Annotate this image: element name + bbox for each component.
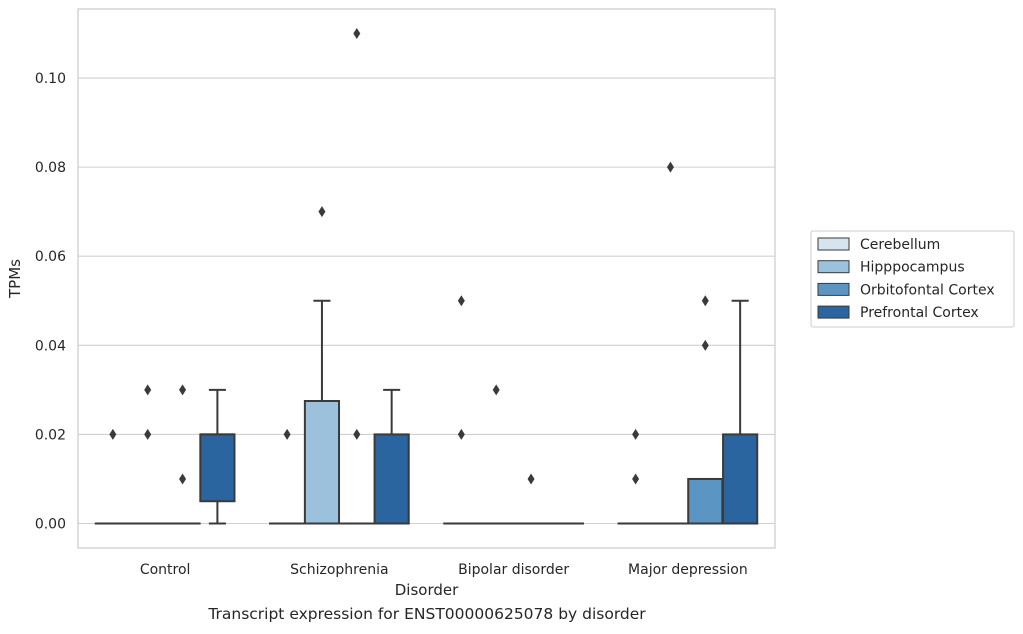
- outlier-point: [701, 339, 709, 351]
- x-tick-label: Bipolar disorder: [458, 562, 569, 578]
- y-tick-label: 0.02: [35, 427, 66, 443]
- box-1-1: [303, 206, 341, 525]
- outlier-point: [353, 428, 361, 440]
- box-1-0: [269, 428, 306, 525]
- outlier-point: [457, 295, 465, 307]
- outlier-point: [179, 384, 187, 396]
- plot-frame: [77, 8, 776, 549]
- box-1-3: [373, 388, 410, 525]
- box-1-2: [338, 28, 375, 525]
- box-3-2: [687, 295, 724, 525]
- outlier-point: [701, 295, 709, 307]
- y-tick-label: 0.10: [35, 71, 66, 87]
- box-plot-marks: [94, 28, 759, 525]
- legend-swatch: [817, 237, 850, 251]
- legend-swatch: [817, 282, 850, 296]
- outlier-point: [144, 384, 152, 396]
- legend: Cerebellum Hipppocampus Orbitofontal Corte…: [810, 230, 1015, 328]
- box-2-1: [478, 384, 515, 525]
- box-body: [722, 433, 759, 525]
- legend-frame: [810, 230, 1015, 328]
- legend-label: Cerebellum: [860, 237, 940, 253]
- legend-swatch: [817, 305, 850, 319]
- box-body: [199, 433, 236, 503]
- outlier-point: [179, 473, 187, 485]
- box-body: [687, 477, 724, 525]
- x-tick-label: Control: [140, 562, 191, 578]
- legend-label: Orbitofontal Cortex: [860, 282, 995, 298]
- box-0-3: [199, 388, 236, 525]
- box-3-0: [617, 428, 654, 525]
- outlier-point: [527, 473, 535, 485]
- outlier-point: [144, 428, 152, 440]
- box-3-3: [722, 299, 759, 525]
- box-2-2: [512, 473, 550, 525]
- outlier-point: [666, 161, 674, 173]
- y-tick-label: 0.06: [35, 249, 66, 265]
- box-0-0: [94, 428, 131, 525]
- outlier-point: [492, 384, 500, 396]
- legend-label: Hipppocampus: [860, 260, 965, 276]
- grid-lines: [78, 77, 775, 525]
- outlier-point: [283, 428, 291, 440]
- outlier-point: [457, 428, 465, 440]
- outlier-point: [109, 428, 117, 440]
- legend-swatch: [817, 260, 850, 274]
- box-0-1: [129, 384, 166, 525]
- axes: 0.00 0.02 0.04 0.06 0.08 0.10 Control Schizophr…: [35, 71, 748, 578]
- outlier-point: [632, 428, 640, 440]
- outlier-point: [318, 206, 326, 218]
- x-tick-label: Schizophrenia: [290, 562, 388, 578]
- x-tick-label: Major depression: [628, 562, 748, 578]
- outlier-point: [632, 473, 640, 485]
- outlier-point: [353, 28, 361, 39]
- y-tick-label: 0.04: [35, 338, 66, 354]
- box-2-0: [443, 295, 480, 525]
- chart-caption: Transcript expression for ENST0000062507…: [208, 605, 646, 623]
- y-tick-label: 0.08: [35, 160, 66, 176]
- x-axis-title: Disorder: [395, 581, 459, 599]
- box-0-2: [164, 384, 201, 525]
- y-tick-label: 0.00: [35, 517, 66, 533]
- box-body: [373, 433, 410, 525]
- y-axis-title: TPMs: [6, 259, 24, 299]
- box-body: [303, 400, 341, 525]
- legend-label: Prefrontal Cortex: [860, 305, 979, 321]
- box-3-1: [652, 161, 689, 525]
